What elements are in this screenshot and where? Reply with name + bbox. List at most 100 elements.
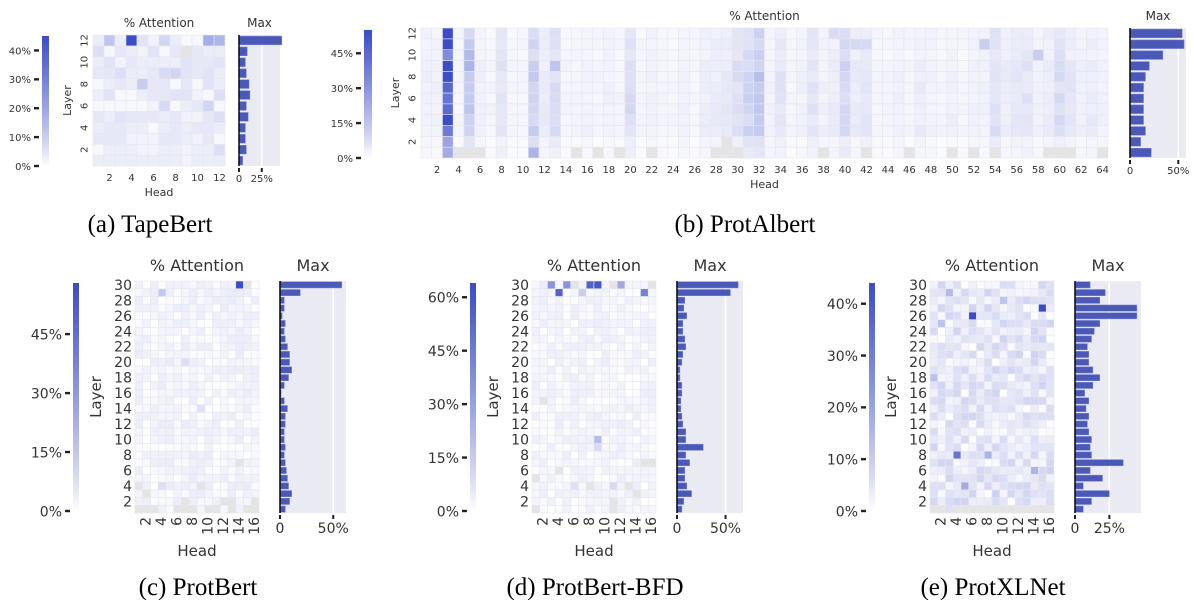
heatmap-cell <box>554 358 564 367</box>
heatmap-cell <box>517 92 529 105</box>
heatmap-cell <box>142 427 151 436</box>
heatmap-cell <box>1007 474 1016 483</box>
heatmap-cell <box>1038 458 1047 467</box>
heatmap-cell <box>925 49 937 61</box>
heatmap-cell <box>945 296 954 305</box>
y-tick-label: 10 <box>408 49 419 62</box>
heatmap-cell <box>624 412 634 421</box>
heatmap-cell <box>871 38 883 50</box>
heatmap-cell <box>952 458 962 467</box>
heatmap-cell <box>593 450 603 460</box>
heatmap-cell <box>204 388 213 398</box>
heatmap-cell <box>689 60 701 72</box>
heatmap-cell <box>157 412 167 421</box>
heatmap-cell <box>1021 38 1034 50</box>
x-tick-label: 32 <box>753 165 766 176</box>
heatmap-cell <box>817 114 830 126</box>
heatmap-cell <box>581 125 594 137</box>
x-tick-label: 4 <box>949 517 965 526</box>
heatmap-cell <box>219 311 229 320</box>
y-tick-label: 14 <box>909 402 927 418</box>
heatmap-cell <box>1007 458 1016 467</box>
heatmap-cell <box>785 114 797 126</box>
heatmap-cell <box>731 71 744 83</box>
heatmap-cell <box>593 497 603 506</box>
heatmap-cell <box>957 92 969 105</box>
heatmap-cell <box>624 103 636 115</box>
heatmap-cell <box>613 103 626 115</box>
heatmap-cell <box>157 466 167 475</box>
bar-axis-tick <box>1074 515 1076 519</box>
heatmap-cell <box>191 154 204 167</box>
heatmap-cell <box>742 114 755 126</box>
heatmap-cell <box>1075 146 1087 159</box>
heatmap-cell <box>945 396 954 406</box>
heatmap-cell <box>554 419 564 429</box>
heatmap-cell <box>250 319 260 328</box>
heatmap-cell <box>136 67 149 79</box>
heatmap-cell <box>601 474 610 483</box>
heatmap-cell <box>807 92 819 105</box>
heatmap-cell <box>506 60 518 72</box>
heatmap-cell <box>624 296 634 305</box>
heatmap-cell <box>647 303 657 313</box>
heatmap-cell <box>632 396 641 406</box>
heatmap-cell <box>983 419 993 429</box>
heatmap-cell <box>196 388 206 398</box>
bar-panel-background <box>1075 281 1141 513</box>
x-tick-label: 14 <box>232 517 248 535</box>
heatmap-cell <box>593 365 603 375</box>
heatmap-cell <box>609 365 618 375</box>
heatmap-cell <box>624 27 636 40</box>
heatmap-cell <box>613 38 626 50</box>
heatmap-cell <box>474 49 486 61</box>
x-tick-label: 40 <box>839 165 852 176</box>
heatmap-cell <box>1038 396 1047 406</box>
heatmap-cell <box>946 81 959 94</box>
heatmap-cell <box>976 489 985 498</box>
heatmap-cell <box>678 71 690 83</box>
heatmap-cell <box>150 311 159 320</box>
heatmap-cell <box>968 146 980 159</box>
heatmap-cell <box>581 146 594 159</box>
heatmap-cell <box>1054 27 1066 40</box>
heatmap-cell <box>92 45 105 58</box>
y-axis-label: Layer <box>87 375 105 418</box>
y-tick-label: 18 <box>909 371 927 387</box>
heatmap-cell <box>647 481 657 491</box>
heatmap-cell <box>960 342 970 351</box>
heatmap-cell <box>180 45 193 58</box>
x-tick-label: 22 <box>645 165 658 176</box>
heatmap-cell <box>570 373 579 382</box>
heatmap-cell <box>991 334 1001 344</box>
heatmap-cell <box>592 125 604 137</box>
heatmap-cell <box>968 358 977 367</box>
colorbar-tick-label: 0% <box>15 162 31 173</box>
heatmap-cell <box>603 114 615 126</box>
heatmap-cell <box>562 396 572 406</box>
heatmap-cell <box>929 280 939 290</box>
heatmap-cell <box>647 334 657 344</box>
heatmap-cell <box>593 311 603 320</box>
heatmap-cell <box>213 67 226 79</box>
heatmap-cell <box>796 49 808 61</box>
heatmap-cell <box>646 114 658 126</box>
heatmap-cell <box>188 327 198 336</box>
heatmap-cell <box>903 136 916 148</box>
heatmap-cell <box>1045 497 1055 506</box>
heatmap-cell <box>173 342 182 351</box>
heatmap-cell <box>204 466 213 475</box>
heatmap-cell <box>624 81 636 94</box>
y-tick-label: 6 <box>408 95 419 101</box>
heatmap-cell <box>592 114 604 126</box>
colorbar-tick-label: 60% <box>428 291 459 307</box>
heatmap-cell <box>581 27 594 40</box>
x-tick-label: 62 <box>1075 165 1088 176</box>
x-tick-label: 2 <box>106 173 112 184</box>
heatmap-cell <box>624 497 634 506</box>
x-axis-label: Head <box>972 542 1011 560</box>
heatmap-cell <box>616 296 626 305</box>
heatmap-cell <box>204 489 213 498</box>
heatmap-cell <box>968 311 977 320</box>
heatmap-cell <box>442 136 454 148</box>
